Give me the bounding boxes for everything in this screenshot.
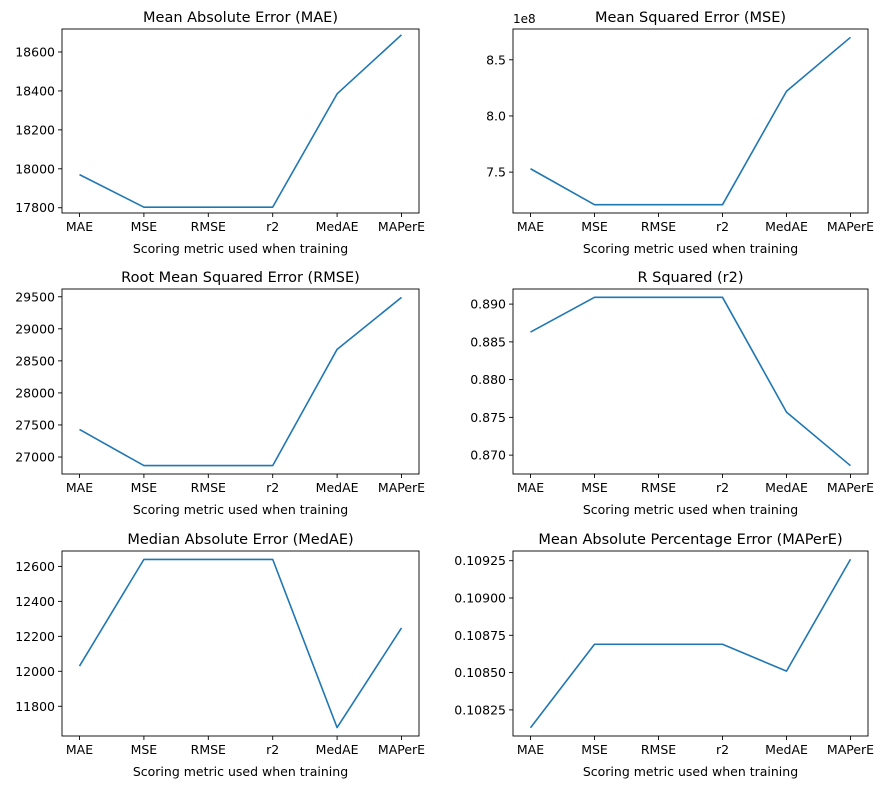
subplot-3: Root Mean Squared Error (RMSE) MAE MSE RMSE…	[15, 270, 425, 517]
x-tick-label: r2	[716, 480, 729, 495]
y-tick-label: 18400	[15, 83, 55, 98]
x-tick-label: RMSE	[191, 742, 226, 757]
x-tick-label: MAPerE	[827, 742, 874, 757]
x-tick-label: RMSE	[641, 480, 676, 495]
series-line	[530, 36, 852, 206]
chart-title: Root Mean Squared Error (RMSE)	[121, 270, 360, 286]
x-tick-label: MedAE	[316, 480, 359, 495]
series-line	[530, 296, 852, 467]
x-tick-label: MedAE	[765, 480, 808, 495]
x-tick-label: RMSE	[191, 480, 226, 495]
x-axis-label: Scoring metric used when training	[133, 764, 348, 779]
y-tick-label: 12600	[15, 559, 55, 574]
subplot-6: Mean Absolute Percentage Error (MAPerE) M…	[454, 532, 874, 779]
y-tick-label: 17800	[15, 200, 55, 215]
chart-title: Mean Squared Error (MSE)	[595, 10, 786, 26]
x-tick-label: MSE	[131, 742, 158, 757]
series-line	[78, 558, 403, 729]
y-tick-label: 7.5	[486, 165, 506, 180]
x-tick-label: MAPerE	[378, 219, 425, 234]
y-tick-label: 0.10875	[454, 628, 506, 643]
y-tick-label: 12400	[15, 594, 55, 609]
axes-frame	[61, 28, 420, 214]
x-tick-label: MAE	[517, 480, 544, 495]
x-tick-label: RMSE	[191, 219, 226, 234]
y-tick-label: 0.10825	[454, 702, 506, 717]
x-tick-label: MedAE	[316, 219, 359, 234]
x-tick-label: RMSE	[641, 742, 676, 757]
series-line	[79, 34, 403, 208]
y-tick-label: 0.880	[470, 372, 506, 387]
x-tick-label: RMSE	[641, 219, 676, 234]
chart-title: Mean Absolute Percentage Error (MAPerE)	[538, 532, 842, 548]
x-tick-label: MAPerE	[827, 219, 874, 234]
x-tick-label: MSE	[581, 742, 608, 757]
chart-title: Mean Absolute Error (MAE)	[143, 10, 338, 26]
y-tick-label: 18600	[15, 44, 55, 59]
x-axis-label: Scoring metric used when training	[583, 502, 798, 517]
subplot-1: Mean Absolute Error (MAE) MAE MSE RMSE r2 Med…	[15, 10, 425, 256]
x-tick-label: MAPerE	[378, 480, 425, 495]
x-tick-label: MAE	[517, 742, 544, 757]
y-tick-label: 8.5	[486, 52, 506, 67]
x-axis-label: Scoring metric used when training	[133, 241, 348, 256]
axes-frame	[512, 28, 869, 214]
y-tick-label: 11800	[15, 699, 55, 714]
x-tick-label: MAE	[66, 480, 93, 495]
y-tick-label: 0.10900	[454, 590, 506, 605]
axes-frame	[61, 288, 420, 475]
y-tick-label: 0.890	[470, 297, 506, 312]
y-tick-label: 0.870	[470, 448, 506, 463]
x-axis-label: Scoring metric used when training	[133, 502, 348, 517]
x-tick-label: r2	[716, 742, 729, 757]
y-tick-label: 27000	[15, 450, 55, 465]
y-tick-label: 0.10925	[454, 553, 506, 568]
y-offset-label: 1e8	[513, 12, 536, 26]
y-tick-label: 12200	[15, 629, 55, 644]
axes-frame	[512, 288, 869, 475]
axes-frame	[512, 550, 869, 737]
y-tick-label: 8.0	[486, 108, 506, 123]
x-tick-label: MedAE	[765, 219, 808, 234]
x-tick-label: MAE	[66, 742, 93, 757]
x-tick-label: MAPerE	[827, 480, 874, 495]
y-tick-label: 28500	[15, 353, 55, 368]
y-tick-label: 18000	[15, 161, 55, 176]
y-tick-label: 29000	[15, 321, 55, 336]
y-tick-label: 27500	[15, 417, 55, 432]
y-tick-label: 18200	[15, 122, 55, 137]
x-tick-label: r2	[266, 219, 279, 234]
x-tick-label: MAE	[66, 219, 93, 234]
x-tick-label: r2	[266, 480, 279, 495]
y-tick-label: 12000	[15, 664, 55, 679]
x-tick-label: MAPerE	[378, 742, 425, 757]
axes-frame	[61, 550, 420, 737]
x-axis-label: Scoring metric used when training	[583, 764, 798, 779]
x-tick-label: r2	[716, 219, 729, 234]
y-tick-label: 28000	[15, 385, 55, 400]
x-tick-label: MedAE	[316, 742, 359, 757]
x-tick-label: MSE	[131, 480, 158, 495]
y-tick-label: 0.875	[470, 410, 506, 425]
x-axis-label: Scoring metric used when training	[583, 241, 798, 256]
series-line	[79, 296, 403, 467]
series-line	[529, 558, 852, 729]
y-tick-label: 0.885	[470, 334, 506, 349]
chart-title: R Squared (r2)	[637, 270, 743, 286]
chart-title: Median Absolute Error (MedAE)	[127, 532, 353, 548]
x-tick-label: MSE	[131, 219, 158, 234]
subplot-5: Median Absolute Error (MedAE) MAE MSE RMSE r…	[15, 532, 425, 779]
x-tick-label: MSE	[581, 480, 608, 495]
y-tick-label: 29500	[15, 289, 55, 304]
x-tick-label: MSE	[581, 219, 608, 234]
x-tick-label: MAE	[517, 219, 544, 234]
x-tick-label: MedAE	[765, 742, 808, 757]
subplot-4: R Squared (r2) MAE MSE RMSE r2 MedAE MAPerE 0.8…	[470, 270, 874, 517]
y-tick-label: 0.10850	[454, 665, 506, 680]
x-tick-label: r2	[266, 742, 279, 757]
subplot-2: Mean Squared Error (MSE) 1e8 MAE MSE RMSE r2 M…	[486, 10, 874, 256]
